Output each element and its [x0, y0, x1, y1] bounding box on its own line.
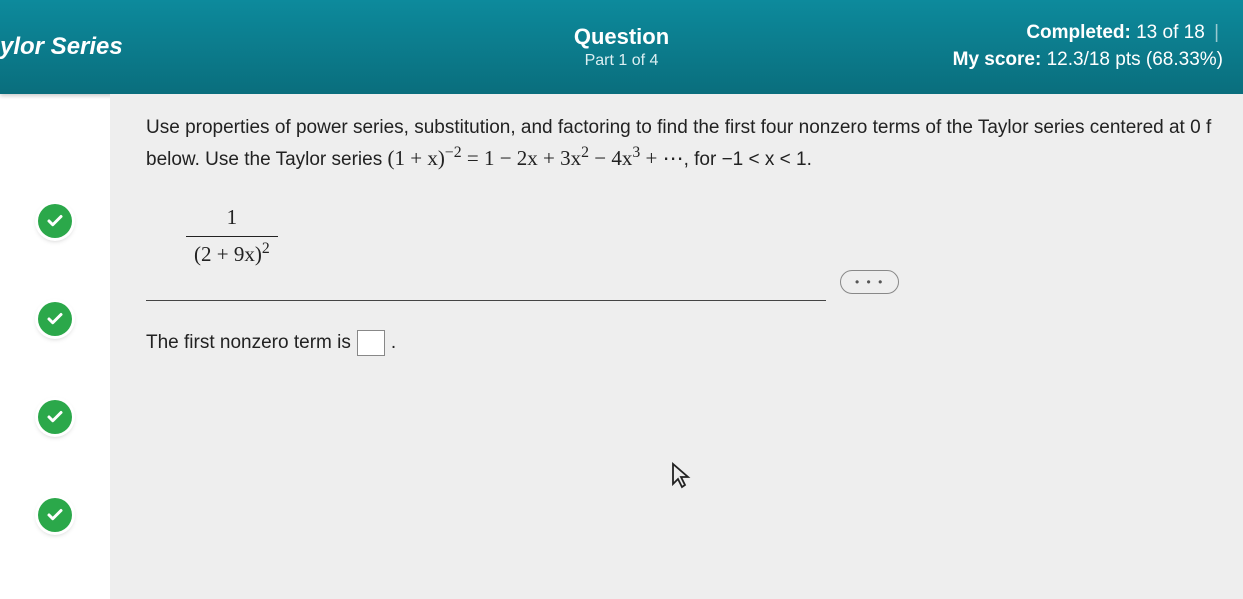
- score-label: My score:: [953, 49, 1042, 70]
- question-heading: Question: [574, 24, 669, 50]
- cursor-icon: [670, 462, 694, 501]
- answer-suffix: .: [391, 329, 396, 358]
- answer-input[interactable]: [357, 330, 385, 356]
- course-title: ylor Series: [0, 33, 140, 61]
- header-right: Completed: 13 of 18 | My score: 12.3/18 …: [953, 20, 1223, 73]
- main-area: Use properties of power series, substitu…: [0, 94, 1243, 599]
- question-content: Use properties of power series, substitu…: [110, 94, 1243, 599]
- instruction-line1: Use properties of power series, substitu…: [146, 117, 1211, 138]
- header-bar: ylor Series Question Part 1 of 4 Complet…: [0, 0, 1243, 94]
- fraction-denominator: (2 + 9x)2: [186, 236, 278, 271]
- check-icon: [46, 212, 64, 230]
- completed-value: 13 of 18: [1136, 22, 1205, 43]
- check-icon: [46, 408, 64, 426]
- progress-sidebar: [0, 94, 110, 599]
- divider-pipe: |: [1214, 22, 1219, 43]
- part-label: Part 1 of 4: [574, 52, 669, 70]
- progress-step-1[interactable]: [38, 204, 72, 238]
- answer-prefix: The first nonzero term is: [146, 329, 351, 358]
- progress-step-2[interactable]: [38, 302, 72, 336]
- progress-step-3[interactable]: [38, 400, 72, 434]
- header-center: Question Part 1 of 4: [574, 24, 669, 70]
- check-icon: [46, 310, 64, 328]
- target-expression: 1 (2 + 9x)2: [186, 202, 278, 270]
- instruction-line2-prefix: below. Use the Taylor series: [146, 149, 388, 170]
- score-value: 12.3/18 pts (68.33%): [1047, 49, 1223, 70]
- completed-label: Completed:: [1026, 22, 1131, 43]
- fraction-numerator: 1: [186, 202, 278, 236]
- check-icon: [46, 506, 64, 524]
- answer-row: The first nonzero term is .: [146, 329, 1223, 358]
- more-options-button[interactable]: • • •: [840, 270, 899, 294]
- series-domain: , for −1 < x < 1.: [684, 149, 812, 170]
- taylor-series-formula: (1 + x)−2 = 1 − 2x + 3x2 − 4x3 + ⋯: [388, 146, 684, 170]
- divider-line: [146, 300, 826, 301]
- instruction-text: Use properties of power series, substitu…: [146, 114, 1223, 174]
- progress-step-4[interactable]: [38, 498, 72, 532]
